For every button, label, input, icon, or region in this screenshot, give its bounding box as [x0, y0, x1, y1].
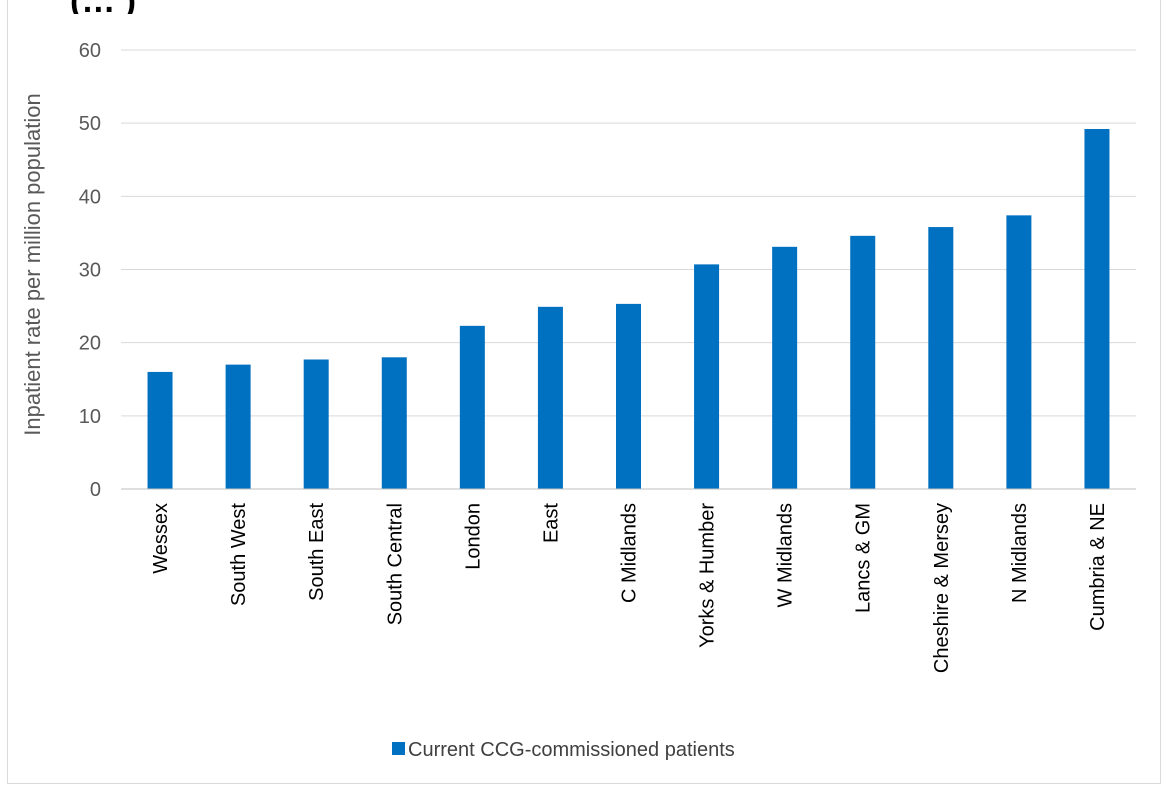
legend-swatch	[392, 742, 405, 755]
bar	[459, 325, 485, 489]
x-category-label: W Midlands	[775, 503, 797, 607]
y-axis-label: Inpatient rate per million population	[20, 93, 45, 435]
y-tick-label: 60	[79, 40, 101, 62]
chart-frame	[7, 0, 1161, 784]
x-category-label: East	[540, 503, 562, 543]
x-category-label: Yorks & Humber	[697, 503, 719, 648]
x-category-label: Cumbria & NE	[1087, 503, 1109, 631]
x-axis-categories: Wessex South West South East South Central L…	[150, 503, 1109, 674]
x-category-label: South East	[306, 503, 328, 601]
bar	[537, 306, 563, 489]
x-category-label: N Midlands	[1009, 503, 1031, 603]
y-tick-label: 40	[79, 186, 101, 208]
x-category-label: Lancs & GM	[853, 503, 875, 613]
bar	[147, 371, 173, 489]
bar	[1006, 215, 1032, 489]
bar	[225, 364, 251, 489]
y-tick-label: 10	[79, 406, 101, 428]
x-category-label: Cheshire & Mersey	[931, 503, 953, 673]
bar	[694, 264, 720, 489]
bar	[381, 357, 407, 489]
y-tick-label: 50	[79, 113, 101, 135]
legend-label: Current CCG-commissioned patients	[408, 739, 735, 761]
bar	[616, 303, 641, 489]
bar	[772, 246, 798, 489]
bar	[303, 359, 329, 489]
y-tick-label: 0	[90, 479, 101, 501]
bar	[928, 227, 954, 489]
x-category-label: Wessex	[150, 503, 172, 574]
bars	[147, 129, 1110, 489]
x-category-label: South Central	[384, 503, 406, 625]
bar	[850, 235, 876, 489]
bar	[1084, 129, 1110, 489]
y-tick-label: 30	[79, 260, 101, 282]
x-category-label: C Midlands	[619, 503, 641, 603]
x-category-label: London	[462, 503, 484, 570]
y-axis-ticks: 0 10 20 30 40 50 60	[79, 40, 101, 501]
x-category-label: South West	[228, 503, 250, 606]
chart-title: (… )	[70, 0, 136, 14]
y-tick-label: 20	[79, 333, 101, 355]
legend: Current CCG-commissioned patients	[392, 739, 735, 761]
chart-title-area: (… )	[0, 0, 1162, 14]
